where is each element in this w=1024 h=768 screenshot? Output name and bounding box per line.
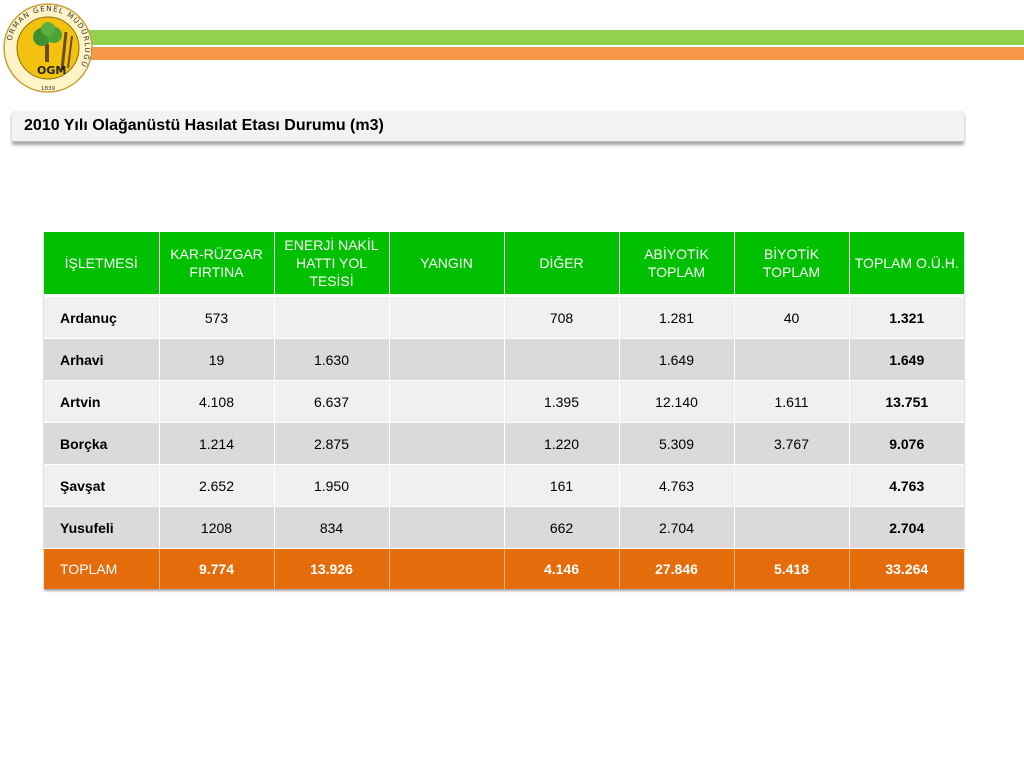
total-cell: 4.146 <box>504 548 620 589</box>
table-cell-total: 1.649 <box>849 338 964 381</box>
table-body: Ardanuç 573 708 1.281 40 1.321 Arhavi 19… <box>44 295 964 549</box>
table-cell: 12.140 <box>619 380 735 423</box>
table-cell: Arhavi <box>44 338 160 381</box>
table-row: Artvin 4.108 6.637 1.395 12.140 1.611 13… <box>44 380 964 423</box>
table-cell <box>389 338 505 381</box>
table-cell: 4.763 <box>619 464 735 507</box>
table-cell-total: 4.763 <box>849 464 964 507</box>
table-cell: 1208 <box>159 506 275 549</box>
table-cell <box>389 295 505 339</box>
total-label: TOPLAM <box>44 548 160 589</box>
table-cell: 1.630 <box>274 338 390 381</box>
table-row: Arhavi 19 1.630 1.649 1.649 <box>44 338 964 381</box>
table-cell <box>274 295 390 339</box>
total-cell: 9.774 <box>159 548 275 589</box>
table-cell: Yusufeli <box>44 506 160 549</box>
table-cell <box>389 380 505 423</box>
table-cell-total: 2.704 <box>849 506 964 549</box>
table-cell: 6.637 <box>274 380 390 423</box>
table-cell <box>734 338 850 381</box>
table-cell: 19 <box>159 338 275 381</box>
header-stripe-green <box>70 30 1024 45</box>
table-cell: 2.652 <box>159 464 275 507</box>
table-cell: 1.281 <box>619 295 735 339</box>
table-cell: 573 <box>159 295 275 339</box>
table-cell: 662 <box>504 506 620 549</box>
column-header-enerji-nakil: ENERJİ NAKİL HATTI YOL TESİSİ <box>274 232 390 297</box>
logo-year: 1839 <box>41 86 55 92</box>
harvest-table: İŞLETMESİ KAR-RÜZGAR FIRTINA ENERJİ NAKİ… <box>44 232 964 589</box>
table-cell: 1.220 <box>504 422 620 465</box>
table-cell: Ardanuç <box>44 295 160 339</box>
total-cell: 5.418 <box>734 548 850 589</box>
logo-initials: OGM <box>37 64 66 77</box>
table-cell <box>389 464 505 507</box>
table-cell <box>389 422 505 465</box>
table-cell <box>504 338 620 381</box>
table-header-row: İŞLETMESİ KAR-RÜZGAR FIRTINA ENERJİ NAKİ… <box>44 232 964 297</box>
table-cell: 3.767 <box>734 422 850 465</box>
table-cell: 1.611 <box>734 380 850 423</box>
title-bar: 2010 Yılı Olağanüstü Hasılat Etası Durum… <box>12 111 964 142</box>
total-row: TOPLAM 9.774 13.926 4.146 27.846 5.418 3… <box>44 548 964 589</box>
table-cell: 1.649 <box>619 338 735 381</box>
column-header-biyotik: BİYOTİK TOPLAM <box>734 232 850 297</box>
table-cell: 1.395 <box>504 380 620 423</box>
table-cell: 708 <box>504 295 620 339</box>
table-cell-total: 1.321 <box>849 295 964 339</box>
column-header-diger: DİĞER <box>504 232 620 297</box>
table-row: Yusufeli 1208 834 662 2.704 2.704 <box>44 506 964 549</box>
table-cell: Şavşat <box>44 464 160 507</box>
table-cell: 2.704 <box>619 506 735 549</box>
ogm-seal-icon: ORMAN GENEL MÜDÜRLÜĞÜ OGM 1839 <box>3 3 93 93</box>
column-header-kar-ruzgar: KAR-RÜZGAR FIRTINA <box>159 232 275 297</box>
total-cell: 13.926 <box>274 548 390 589</box>
table-cell: 2.875 <box>274 422 390 465</box>
table-cell: 40 <box>734 295 850 339</box>
table-cell: 1.214 <box>159 422 275 465</box>
table-cell <box>734 464 850 507</box>
table-cell <box>389 506 505 549</box>
table-cell: 834 <box>274 506 390 549</box>
table-cell-total: 13.751 <box>849 380 964 423</box>
table-cell: Borçka <box>44 422 160 465</box>
table-row: Ardanuç 573 708 1.281 40 1.321 <box>44 295 964 339</box>
table-cell: 1.950 <box>274 464 390 507</box>
total-cell <box>389 548 505 589</box>
table-cell: Artvin <box>44 380 160 423</box>
total-cell: 33.264 <box>849 548 964 589</box>
column-header-isletme: İŞLETMESİ <box>44 232 160 297</box>
table-row: Borçka 1.214 2.875 1.220 5.309 3.767 9.0… <box>44 422 964 465</box>
column-header-abiyotik: ABİYOTİK TOPLAM <box>619 232 735 297</box>
column-header-toplam: TOPLAM O.Ü.H. <box>849 232 964 297</box>
page-title: 2010 Yılı Olağanüstü Hasılat Etası Durum… <box>24 117 384 134</box>
table-row: Şavşat 2.652 1.950 161 4.763 4.763 <box>44 464 964 507</box>
table-cell-total: 9.076 <box>849 422 964 465</box>
table-footer: TOPLAM 9.774 13.926 4.146 27.846 5.418 3… <box>44 548 964 589</box>
table-cell: 4.108 <box>159 380 275 423</box>
table-cell <box>734 506 850 549</box>
table-cell: 161 <box>504 464 620 507</box>
table-header: İŞLETMESİ KAR-RÜZGAR FIRTINA ENERJİ NAKİ… <box>44 232 964 297</box>
total-cell: 27.846 <box>619 548 735 589</box>
column-header-yangin: YANGIN <box>389 232 505 297</box>
header-stripe-orange <box>70 47 1024 60</box>
table-cell: 5.309 <box>619 422 735 465</box>
